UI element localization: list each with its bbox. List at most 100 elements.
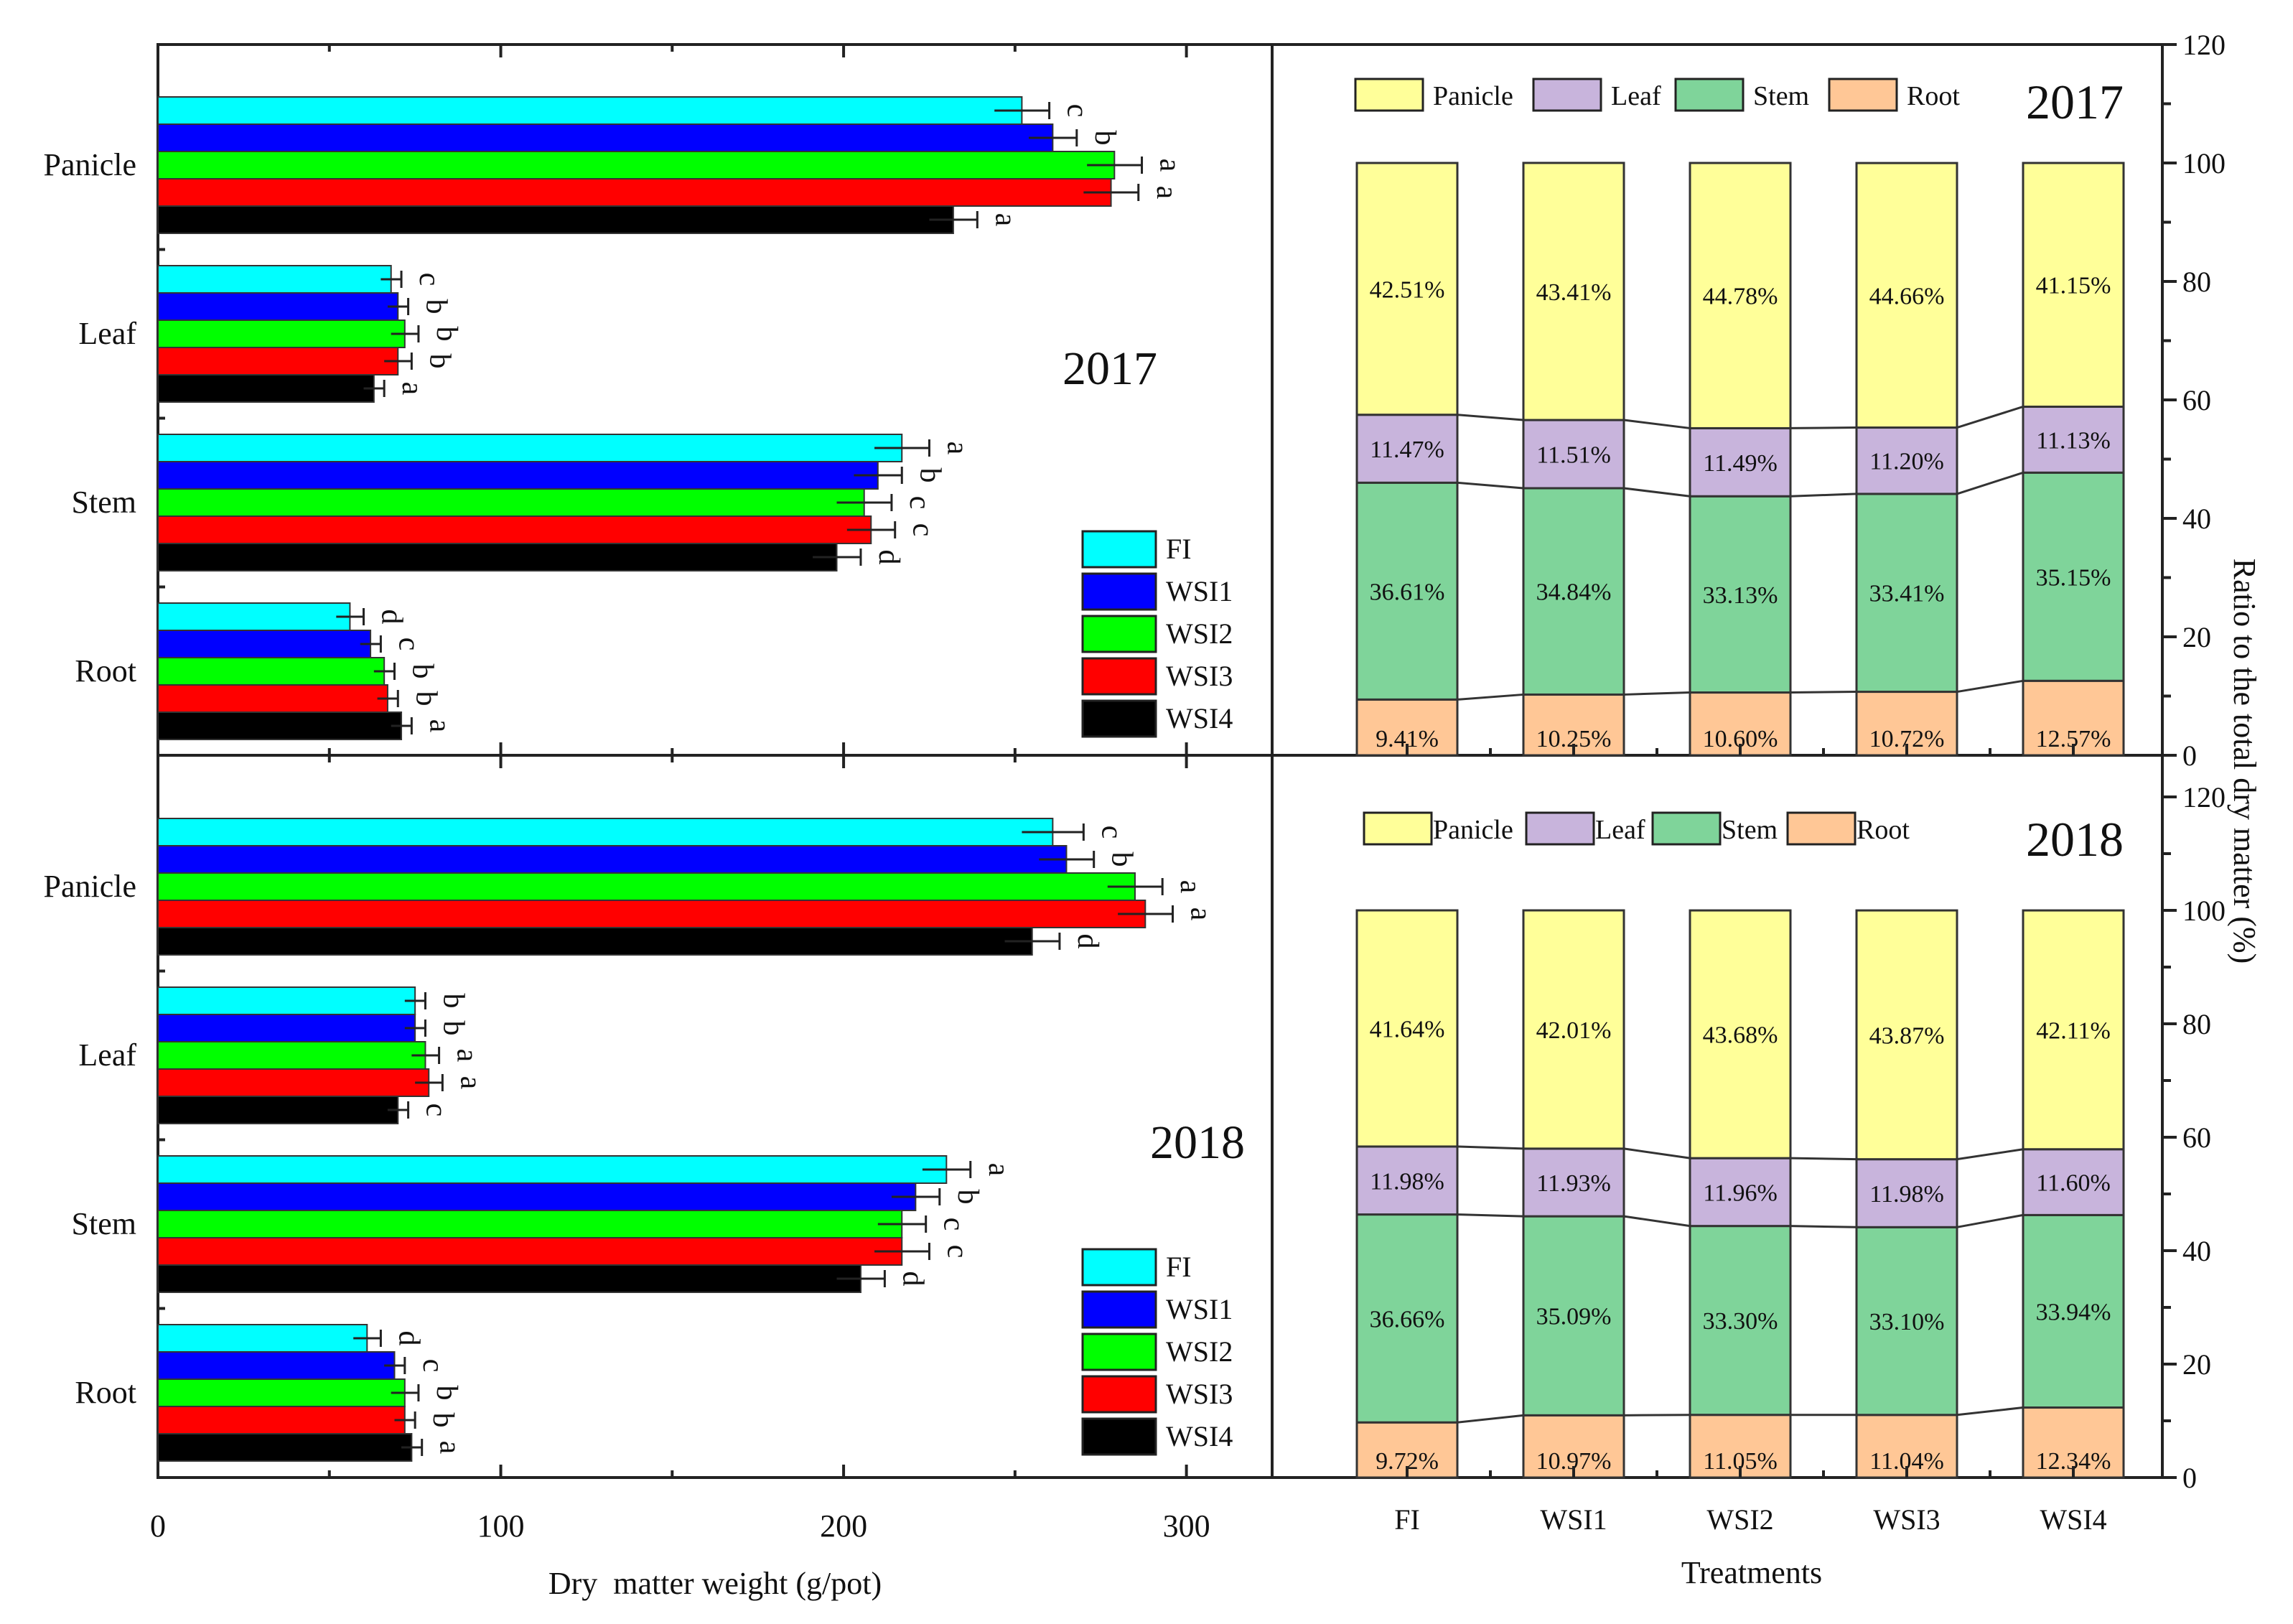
stack-leaf-wsi2 [1689, 1157, 1792, 1228]
legend-label-root: Root [1857, 815, 1910, 845]
stack-panicle-wsi4 [2022, 909, 2125, 1151]
bar-leaf-fi [157, 265, 392, 294]
legend-label-wsi3: WSI3 [1166, 660, 1233, 692]
connector-line [1623, 1215, 1691, 1228]
legend-swatch-wsi4 [1081, 699, 1157, 738]
connector-line [1457, 481, 1524, 490]
error-bar-stem-wsi2 [836, 494, 893, 511]
bar-root-wsi1 [157, 630, 372, 658]
year-label: 2018 [1150, 1116, 1245, 1169]
stack-panicle-wsi1 [1522, 909, 1625, 1150]
sig-letter-leaf-wsi2: a [451, 1049, 484, 1063]
bar-leaf-wsi3 [157, 1068, 430, 1097]
left-x-axis-title: Dry matter weight (g/pot) [548, 1566, 882, 1601]
stack-leaf-fi [1355, 414, 1459, 484]
stack-panicle-wsi4 [2022, 162, 2125, 408]
data-label-leaf-fi: 11.98% [1370, 1168, 1444, 1195]
sig-letter-stem-wsi1: b [951, 1190, 984, 1205]
connector-line [1790, 1225, 1857, 1228]
sig-letter-panicle-fi: c [1095, 826, 1128, 839]
x-tick-label-100: 100 [477, 1508, 525, 1544]
sig-letter-leaf-fi: c [413, 273, 446, 286]
data-label-panicle-wsi4: 42.11% [2036, 1017, 2111, 1044]
bar-stem-fi [157, 434, 903, 462]
data-label-stem-wsi1: 34.84% [1536, 579, 1612, 606]
error-bar-panicle-wsi2 [1107, 878, 1164, 895]
bar-panicle-fi [157, 96, 1023, 125]
sig-letter-panicle-wsi1: b [1106, 852, 1139, 867]
year-label: 2017 [2026, 75, 2124, 129]
y-tick-label-0: 0 [2182, 739, 2197, 772]
data-label-leaf-wsi3: 11.20% [1869, 449, 1944, 475]
x-tick-label-wsi4: WSI4 [2040, 1503, 2106, 1536]
legend-swatch-wsi1 [1081, 572, 1157, 611]
connector-line [1956, 1148, 2024, 1161]
sig-letter-leaf-wsi4: a [396, 382, 429, 396]
stack-panicle-wsi2 [1689, 909, 1792, 1159]
stack-leaf-wsi3 [1855, 426, 1958, 495]
legend-label-leaf: Leaf [1611, 81, 1661, 111]
legend-swatch-wsi2 [1081, 615, 1157, 653]
stack-stem-wsi4 [2022, 471, 2125, 682]
bar-root-fi [157, 1324, 368, 1353]
bar-panicle-wsi1 [157, 845, 1068, 874]
y-tick-label-20: 20 [2182, 621, 2211, 653]
bar-leaf-wsi1 [157, 292, 399, 321]
error-bar-root-wsi2 [391, 1384, 420, 1401]
sig-letter-stem-wsi3: c [940, 1245, 973, 1259]
bar-root-fi [157, 602, 351, 631]
right-x-axis-title: Treatments [1681, 1555, 1822, 1590]
bar-leaf-wsi3 [157, 347, 399, 375]
y-tick-label-40: 40 [2182, 1235, 2211, 1267]
y-tick-label-panicle: Panicle [43, 147, 136, 182]
data-label-panicle-wsi4: 41.15% [2036, 273, 2111, 299]
stack-panicle-wsi3 [1855, 909, 1958, 1161]
data-label-leaf-wsi1: 11.93% [1536, 1170, 1611, 1197]
connector-line [1790, 691, 1857, 694]
y-tick-label-20: 20 [2182, 1348, 2211, 1381]
data-label-panicle-fi: 42.51% [1370, 276, 1445, 303]
legend-swatch-wsi3 [1081, 1375, 1157, 1414]
legend-label-panicle: Panicle [1433, 81, 1513, 111]
sig-letter-root-wsi3: b [426, 1413, 459, 1428]
connector-line [1623, 1414, 1691, 1417]
sig-letter-root-fi: d [392, 1331, 425, 1346]
legend-label-stem: Stem [1722, 815, 1778, 845]
sig-letter-stem-fi: a [940, 442, 973, 455]
stack-leaf-wsi1 [1522, 419, 1625, 490]
legend-label-wsi2: WSI2 [1166, 617, 1233, 650]
legend-label-leaf: Leaf [1595, 815, 1645, 845]
stack-stem-wsi2 [1689, 1225, 1792, 1417]
y-tick-label-100: 100 [2182, 147, 2226, 179]
sig-letter-panicle-wsi3: a [1150, 186, 1183, 200]
stack-stem-wsi4 [2022, 1213, 2125, 1409]
bar-stem-wsi1 [157, 1182, 917, 1211]
legend-label-fi: FI [1166, 1251, 1192, 1283]
bar-leaf-fi [157, 986, 416, 1015]
legend-swatch-wsi3 [1081, 657, 1157, 696]
connector-line [1790, 426, 1857, 429]
sig-letter-stem-fi: a [982, 1163, 1015, 1177]
bar-panicle-wsi3 [157, 900, 1146, 928]
error-bar-panicle-wsi2 [1087, 157, 1144, 174]
error-bar-leaf-fi [380, 271, 403, 288]
connector-line [1457, 1145, 1524, 1150]
data-label-leaf-wsi2: 11.96% [1703, 1180, 1778, 1206]
y-tick-label-60: 60 [2182, 1121, 2211, 1154]
error-bar-leaf-wsi2 [391, 325, 420, 342]
connector-line [1623, 419, 1691, 429]
dry-matter-chart-2017: PanicleLeafStemRootccadbbbcabcbabcbaada2… [43, 45, 1233, 755]
error-bar-panicle-fi [994, 102, 1051, 119]
sig-letter-root-wsi3: b [409, 691, 442, 706]
legend-swatch-fi [1081, 530, 1157, 569]
data-label-panicle-wsi2: 43.68% [1703, 1022, 1778, 1049]
stack-root-wsi4 [2022, 1406, 2125, 1479]
connector-line [1457, 693, 1524, 701]
sig-letter-stem-wsi2: c [903, 496, 936, 510]
y-tick-label-stem: Stem [72, 1206, 136, 1241]
data-label-stem-wsi2: 33.30% [1703, 1308, 1778, 1335]
x-tick-label-wsi3: WSI3 [1873, 1503, 1940, 1536]
legend-label-wsi1: WSI1 [1166, 575, 1233, 607]
error-bar-root-wsi3 [377, 690, 399, 707]
